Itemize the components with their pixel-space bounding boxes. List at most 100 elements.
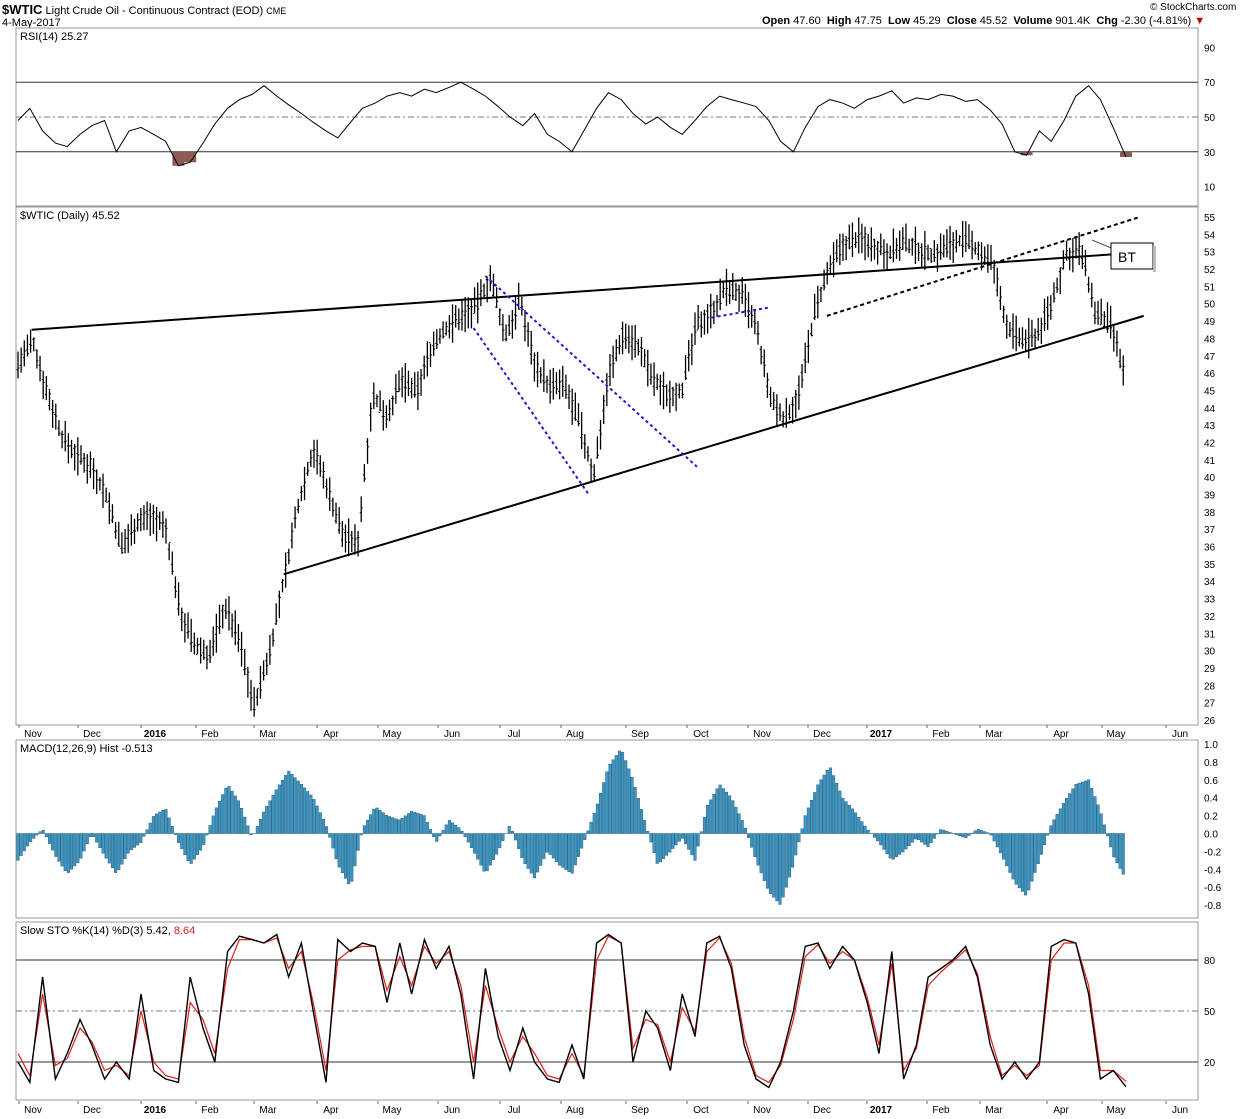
macd-hist-bar [1109, 833, 1113, 848]
macd-y-tick: 0.8 [1204, 758, 1218, 769]
macd-hist-bar [195, 833, 199, 855]
macd-hist-bar [1093, 796, 1097, 834]
macd-hist-bar [658, 833, 662, 863]
macd-hist-bar [1036, 833, 1040, 864]
rsi-y-tick: 10 [1204, 183, 1216, 194]
macd-hist-bar [668, 833, 672, 853]
macd-hist-bar [51, 833, 55, 851]
macd-hist-bar [476, 833, 480, 860]
macd-hist-bar [265, 806, 269, 834]
macd-hist-bar [759, 833, 763, 874]
high-label: High [826, 15, 852, 27]
price-y-tick: 53 [1204, 248, 1216, 259]
macd-hist-bar [693, 833, 697, 861]
x-axis-label: Mar [259, 729, 277, 740]
macd-hist-bar [567, 833, 571, 872]
macd-hist-bar [397, 819, 401, 834]
macd-hist-bar [406, 813, 410, 834]
macd-hist-bar [432, 833, 436, 837]
symbol: $WTIC [2, 2, 43, 17]
macd-hist-bar [750, 833, 754, 848]
close-value: 45.52 [979, 15, 1008, 27]
macd-hist-bar [819, 779, 823, 834]
macd-hist-bar [599, 793, 603, 834]
macd-hist-bar [315, 805, 319, 834]
macd-hist-bar [734, 806, 738, 834]
macd-hist-bar [621, 751, 625, 834]
macd-label: MACD(12,26,9) Hist -0.513 [20, 743, 153, 755]
x-axis-label: Jul [508, 729, 521, 740]
macd-hist-bar [743, 827, 747, 834]
macd-hist-bar [835, 783, 839, 834]
x-axis-label: Nov [24, 729, 42, 740]
macd-hist-bar [973, 830, 977, 834]
macd-hist-bar [526, 833, 530, 869]
price-y-tick: 40 [1204, 473, 1216, 484]
macd-hist-bar [428, 829, 432, 834]
trendline-dashed-inner [826, 216, 1141, 317]
macd-hist-bar [1080, 781, 1084, 834]
macd-hist-bar [309, 794, 313, 834]
price-panel: 26 27 28 29 30 31 32 33 34 35 36 37 38 39 40 41 42 43 44 45… [16, 213, 1216, 727]
macd-hist-bar [394, 818, 398, 834]
macd-hist-bar [844, 801, 848, 834]
macd-hist-bar [696, 833, 700, 847]
macd-hist-bar [633, 787, 637, 834]
macd-hist-bar [709, 799, 713, 834]
macd-hist-bar [425, 822, 429, 834]
macd-hist-bar [964, 833, 968, 839]
macd-hist-bar [1046, 833, 1050, 836]
macd-hist-bar [117, 833, 121, 870]
macd-hist-bar [227, 786, 231, 834]
x-axis-label: Dec [813, 729, 831, 740]
bt-annotation: BT [1091, 239, 1156, 272]
macd-hist-bar [847, 805, 851, 834]
macd-hist-bar [576, 833, 580, 857]
macd-hist-bar [605, 771, 609, 834]
volume-label: Volume [1013, 15, 1053, 27]
bt-annotation-text: BT [1118, 249, 1136, 265]
macd-hist-bar [998, 833, 1002, 854]
price-y-tick: 30 [1204, 647, 1216, 658]
price-y-tick: 33 [1204, 595, 1216, 606]
macd-hist-bar [907, 833, 911, 846]
macd-hist-bar [66, 833, 70, 873]
macd-hist-bar [816, 784, 820, 834]
price-y-tick: 54 [1204, 230, 1216, 241]
x-axis-label: Nov [753, 729, 771, 740]
macd-hist-bar [702, 817, 706, 834]
macd-hist-bar [932, 833, 936, 839]
macd-y-tick: 0.6 [1204, 776, 1218, 787]
macd-hist-bar [343, 833, 347, 879]
macd-hist-bar [652, 833, 656, 854]
macd-hist-bar [639, 809, 643, 834]
macd-hist-bar [898, 833, 902, 855]
macd-hist-bar [570, 833, 574, 874]
macd-hist-bar [954, 833, 958, 836]
macd-hist-bar [268, 800, 272, 834]
low-value: 45.29 [913, 15, 941, 27]
macd-hist-bar [158, 811, 162, 834]
macd-hist-bar [514, 833, 518, 841]
macd-hist-bar [684, 833, 688, 845]
trendline-lower [283, 314, 1145, 576]
macd-hist-bar [630, 776, 634, 834]
sto-label-k: Slow STO %K(14) %D(3) 5.42, [20, 925, 171, 937]
macd-hist-bar [110, 833, 114, 869]
macd-hist-bar [1005, 833, 1009, 867]
macd-hist-bar [388, 816, 392, 834]
macd-hist-bar [435, 833, 439, 842]
macd-hist-bar [810, 799, 814, 834]
price-y-tick: 55 [1204, 213, 1216, 224]
sto-y-tick: 50 [1204, 1007, 1216, 1018]
volume-value: 901.4K [1055, 15, 1091, 27]
macd-hist-bar [762, 833, 766, 881]
macd-hist-bar [517, 833, 521, 850]
macd-hist-bar [70, 833, 74, 870]
x-axis-label: Feb [932, 1105, 950, 1116]
macd-hist-bar [114, 833, 118, 873]
macd-hist-bar [961, 833, 965, 838]
price-y-tick: 50 [1204, 300, 1216, 311]
price-y-tick: 31 [1204, 629, 1216, 640]
macd-hist-bar [828, 767, 832, 834]
